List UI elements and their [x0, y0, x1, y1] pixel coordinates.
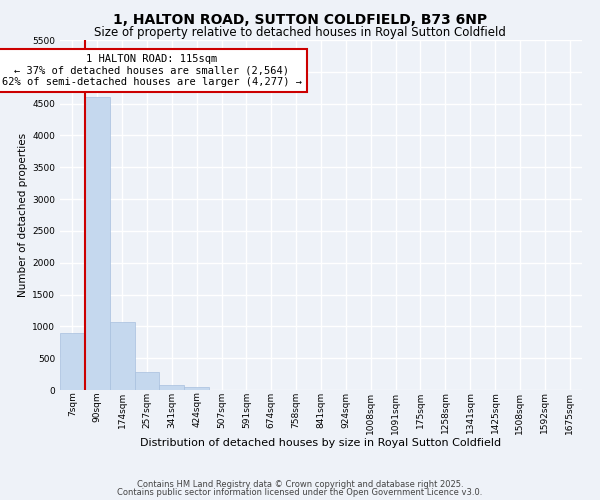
Bar: [184, 388, 209, 390]
Text: 1, HALTON ROAD, SUTTON COLDFIELD, B73 6NP: 1, HALTON ROAD, SUTTON COLDFIELD, B73 6N…: [113, 12, 487, 26]
X-axis label: Distribution of detached houses by size in Royal Sutton Coldfield: Distribution of detached houses by size …: [140, 438, 502, 448]
Bar: [160, 385, 184, 390]
Bar: [134, 372, 160, 390]
Text: Size of property relative to detached houses in Royal Sutton Coldfield: Size of property relative to detached ho…: [94, 26, 506, 39]
Text: 1 HALTON ROAD: 115sqm
← 37% of detached houses are smaller (2,564)
62% of semi-d: 1 HALTON ROAD: 115sqm ← 37% of detached …: [2, 54, 302, 87]
Bar: [85, 98, 110, 390]
Text: Contains public sector information licensed under the Open Government Licence v3: Contains public sector information licen…: [118, 488, 482, 497]
Text: Contains HM Land Registry data © Crown copyright and database right 2025.: Contains HM Land Registry data © Crown c…: [137, 480, 463, 489]
Bar: [110, 322, 134, 390]
Bar: [60, 332, 85, 390]
Y-axis label: Number of detached properties: Number of detached properties: [18, 133, 28, 297]
